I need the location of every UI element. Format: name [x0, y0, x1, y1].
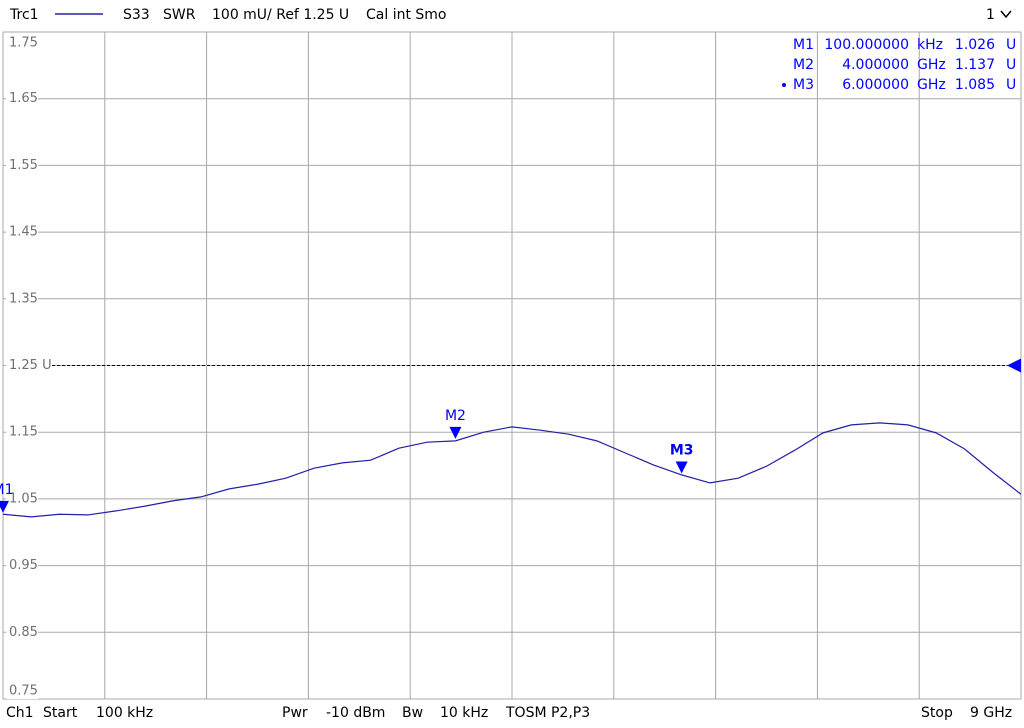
marker-table-value-unit: U — [1006, 37, 1016, 53]
tick-label-bg — [6, 35, 38, 51]
marker-table-value: 1.137 — [955, 57, 995, 73]
marker-table-freq: 6.000000 — [842, 77, 909, 93]
marker-table-name: M1 — [793, 37, 814, 53]
start: 100 kHz — [96, 705, 153, 721]
y-tick-label: 1.15 — [9, 425, 38, 440]
tick-label-bg — [6, 90, 38, 107]
y-tick-label: 1.25 U — [9, 358, 52, 373]
format: SWR — [163, 7, 196, 23]
tick-label-bg — [6, 290, 38, 307]
marker-label: M1 — [0, 482, 14, 498]
tick-label-bg — [6, 224, 38, 241]
scale: 100 mU/ Ref 1.25 U — [212, 7, 349, 23]
y-tick-label: 1.55 — [9, 158, 38, 173]
trace — [2, 422, 1022, 518]
bw-label: Bw — [402, 705, 423, 721]
reference-marker — [1007, 358, 1021, 373]
y-tick-label: 0.95 — [9, 558, 38, 573]
tick-label-bg — [6, 683, 38, 699]
tick-label-bg — [6, 424, 38, 441]
tick-label-bg — [6, 357, 52, 374]
tick-label-bg — [6, 490, 38, 507]
y-tick-label: 1.65 — [9, 91, 38, 106]
power-label: Pwr — [282, 705, 308, 721]
marker-table-unit: GHz — [917, 77, 946, 93]
y-tick-label: 1.35 — [9, 291, 38, 306]
flags: Cal int Smo — [366, 7, 447, 23]
tick-label-bg — [6, 557, 38, 574]
marker-table-name: M3 — [793, 77, 814, 93]
active-marker-dot — [782, 83, 786, 87]
marker-table-name: M2 — [793, 57, 814, 73]
parameter: S33 — [123, 7, 150, 23]
stop-label: Stop — [921, 705, 953, 721]
channel: Ch1 — [6, 705, 34, 721]
marker-table-value-unit: U — [1006, 57, 1016, 73]
marker-table-value: 1.085 — [955, 77, 995, 93]
marker-table-value-unit: U — [1006, 77, 1016, 93]
marker-label: M2 — [445, 408, 466, 424]
calibration: TOSM P2,P3 — [505, 705, 590, 721]
stop: 9 GHz — [970, 705, 1012, 721]
marker-table-unit: GHz — [917, 57, 946, 73]
y-tick-label: 0.85 — [9, 625, 38, 640]
y-tick-label: 1.75 — [9, 36, 38, 51]
marker-triangle — [449, 426, 462, 439]
marker-table-freq: 100.000000 — [824, 37, 909, 53]
start-label: Start — [43, 705, 78, 721]
window-number[interactable]: 1 — [986, 7, 995, 23]
power: -10 dBm — [326, 705, 385, 721]
bw: 10 kHz — [440, 705, 488, 721]
y-tick-label: 0.75 — [9, 684, 38, 699]
trace-name: Trc1 — [9, 7, 39, 23]
tick-label-bg — [6, 624, 38, 641]
y-tick-label: 1.05 — [9, 491, 38, 506]
marker-table-freq: 4.000000 — [842, 57, 909, 73]
marker-triangle — [675, 461, 688, 474]
marker-table-unit: kHz — [917, 37, 943, 53]
marker-triangle — [0, 500, 9, 513]
marker-label: M3 — [670, 443, 694, 459]
tick-label-bg — [6, 157, 38, 174]
marker-table-value: 1.026 — [955, 37, 995, 53]
window-dropdown[interactable] — [1000, 10, 1012, 19]
y-tick-label: 1.45 — [9, 225, 38, 240]
